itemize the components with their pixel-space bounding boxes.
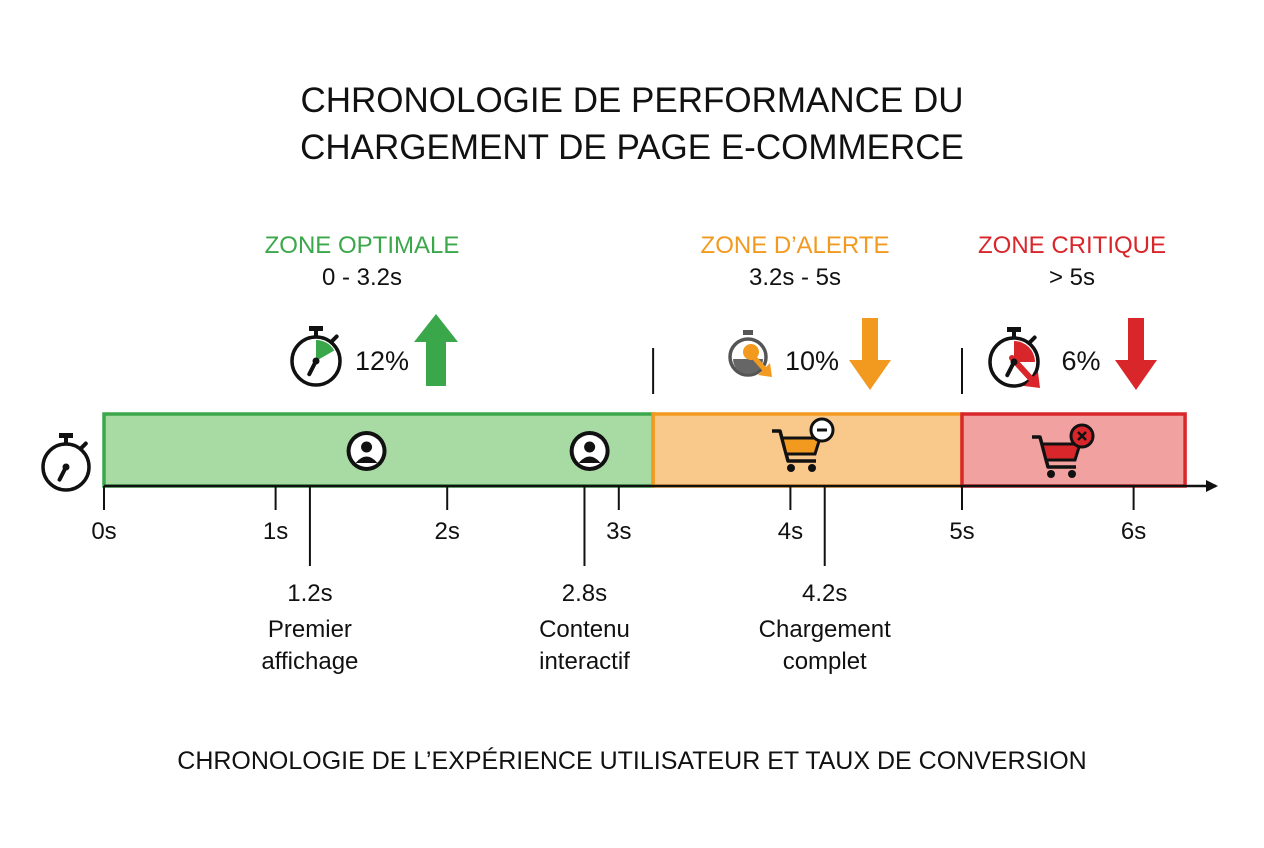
slow-clock-icon (728, 330, 772, 377)
conversion-rate: 10% (785, 346, 839, 376)
cart-cancel-icon (1032, 423, 1095, 478)
event-label-line-1: Chargement (759, 616, 891, 643)
axis-tick-label: 0s (91, 518, 116, 545)
title-line-1: CHRONOLOGIE DE PERFORMANCE DU (300, 81, 963, 120)
zone-range: 3.2s - 5s (749, 264, 841, 291)
conversion-rate: 12% (355, 346, 409, 376)
zone-2: ZONE D’ALERTE 3.2s - 5s 10% (651, 232, 964, 488)
stopwatch-icon (290, 326, 342, 387)
zone-3: ZONE CRITIQUE > 5s 6% (960, 232, 1187, 488)
event-time: 1.2s (287, 580, 332, 607)
axis-layer: 0s 1s 2s 3s 4s 5s 6s (41, 433, 1218, 545)
event-marker: 4.2s Chargement complet (759, 486, 891, 675)
axis-tick-label: 3s (606, 518, 631, 545)
zone-range: > 5s (1049, 264, 1095, 291)
event-label-line-1: Premier (268, 616, 352, 643)
zones-layer: ZONE OPTIMALE 0 - 3.2s 12% ZONE D’ALERTE 3.2… (102, 232, 1187, 488)
zone-bar-icons (346, 431, 610, 471)
event-label-line-2: affichage (261, 648, 358, 675)
zone-name: ZONE CRITIQUE (978, 232, 1166, 259)
zone-range: 0 - 3.2s (322, 264, 402, 291)
zone-1: ZONE OPTIMALE 0 - 3.2s 12% (102, 232, 655, 488)
event-time: 4.2s (802, 580, 847, 607)
title-line-2: CHARGEMENT DE PAGE E-COMMERCE (300, 128, 964, 167)
axis-tick-label: 2s (435, 518, 460, 545)
event-marker: 2.8s Contenu interactif (539, 486, 630, 675)
zone-name: ZONE D’ALERTE (701, 232, 890, 259)
event-label-line-2: interactif (539, 648, 630, 675)
trend-up-arrow (414, 314, 458, 386)
stopwatch-alert-icon (988, 327, 1040, 388)
user-icon (346, 431, 387, 471)
stopwatch-icon (41, 433, 91, 492)
event-marker: 1.2s Premier affichage (261, 486, 358, 675)
event-label-line-1: Contenu (539, 616, 630, 643)
event-time: 2.8s (562, 580, 607, 607)
user-icon (569, 431, 610, 471)
trend-down-arrow (1115, 318, 1157, 390)
trend-down-arrow (849, 318, 891, 390)
zone-bar-icons (1032, 423, 1095, 478)
conversion-rate: 6% (1061, 346, 1100, 376)
footer-caption: CHRONOLOGIE DE L’EXPÉRIENCE UTILISATEUR … (177, 746, 1086, 775)
axis-tick-label: 1s (263, 518, 288, 545)
zone-bar-icons (772, 417, 835, 472)
axis-tick-label: 5s (949, 518, 974, 545)
zone-name: ZONE OPTIMALE (265, 232, 460, 259)
axis-tick-label: 6s (1121, 518, 1146, 545)
events-layer: 1.2s Premier affichage 2.8s Contenu interacti… (261, 486, 891, 675)
cart-minus-icon (772, 417, 835, 472)
axis-tick-label: 4s (778, 518, 803, 545)
event-label-line-2: complet (783, 648, 867, 675)
